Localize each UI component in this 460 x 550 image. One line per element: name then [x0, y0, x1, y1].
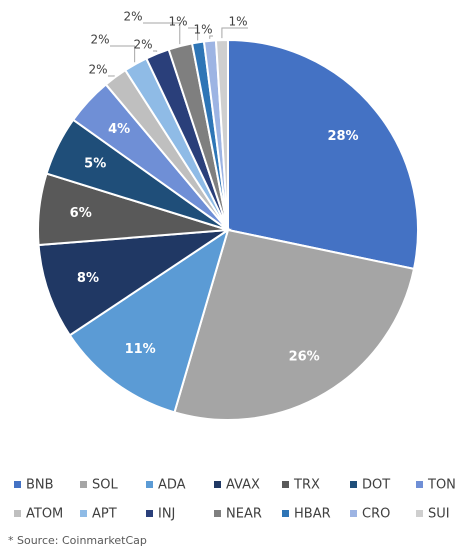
- leader-line: [108, 75, 115, 77]
- data-label: 2%: [90, 33, 109, 47]
- data-label: 1%: [228, 15, 247, 29]
- legend-swatch: [14, 481, 21, 488]
- data-label: 2%: [123, 10, 142, 24]
- pie-slice: [214, 38, 229, 231]
- legend-label: NEAR: [226, 507, 262, 522]
- legend-label: ADA: [158, 478, 186, 493]
- legend-label: SOL: [92, 478, 118, 493]
- source-note: * Source: CoinmarketCap: [8, 534, 147, 547]
- leader-line: [153, 50, 158, 52]
- data-label: 8%: [77, 271, 99, 286]
- legend-swatch: [214, 510, 221, 517]
- legend-swatch: [146, 510, 153, 517]
- data-label: 26%: [289, 350, 320, 365]
- legend-swatch: [416, 510, 423, 517]
- data-label: 2%: [88, 63, 107, 77]
- data-label: 5%: [84, 157, 106, 172]
- legend-swatch: [416, 481, 423, 488]
- legend-label: INJ: [158, 507, 175, 522]
- legend-label: APT: [92, 507, 117, 522]
- legend-swatch: [80, 481, 87, 488]
- data-label: 1%: [193, 23, 212, 37]
- data-label: 1%: [168, 15, 187, 29]
- pie-slice: [37, 228, 232, 337]
- legend-label: TRX: [293, 478, 320, 493]
- legend-label: HBAR: [294, 507, 331, 522]
- legend-swatch: [350, 481, 357, 488]
- legend-label: ATOM: [26, 507, 63, 522]
- legend-label: BNB: [26, 478, 54, 493]
- pie-slice: [68, 227, 230, 414]
- leader-line: [143, 22, 181, 45]
- pie-slice: [227, 38, 419, 271]
- legend-swatch: [282, 481, 289, 488]
- data-label: 6%: [70, 206, 92, 221]
- leader-line: [110, 45, 136, 63]
- legend-swatch: [146, 481, 153, 488]
- data-label: 11%: [125, 342, 156, 357]
- legend-swatch: [282, 510, 289, 517]
- legend-label: AVAX: [226, 478, 260, 493]
- legend-label: TON: [427, 478, 456, 493]
- legend-swatch: [214, 481, 221, 488]
- legend-label: SUI: [428, 507, 450, 522]
- legend-swatch: [350, 510, 357, 517]
- pie-slice: [173, 228, 416, 421]
- data-label: 4%: [108, 122, 130, 137]
- legend-swatch: [80, 510, 87, 517]
- data-label: 28%: [327, 129, 358, 144]
- leader-line: [188, 27, 199, 41]
- legend-label: DOT: [362, 478, 390, 493]
- data-label: 2%: [133, 38, 152, 52]
- legend-label: CRO: [362, 507, 390, 522]
- leader-line: [221, 27, 248, 39]
- leader-line: [209, 35, 213, 39]
- legend-swatch: [14, 510, 21, 517]
